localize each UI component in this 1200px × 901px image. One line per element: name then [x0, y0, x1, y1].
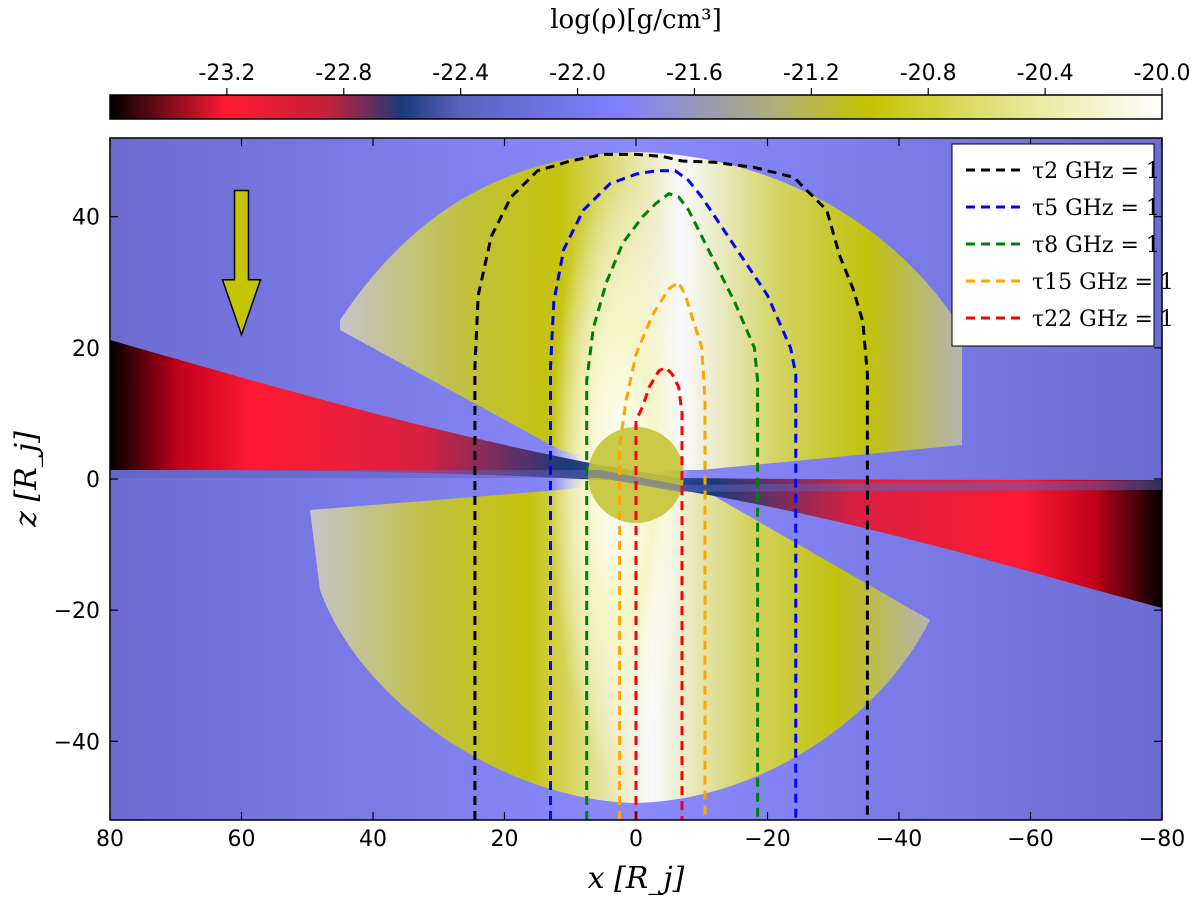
x-tick-label: 20: [491, 827, 519, 852]
contour-1: [549, 169, 798, 820]
y-tick-label: 20: [72, 337, 100, 362]
contour-3: [618, 280, 707, 820]
x-tick-label: 0: [629, 827, 643, 852]
contour-0: [473, 152, 869, 820]
colorbar-tick-label: -20.8: [900, 61, 957, 86]
legend-label: τ8 GHz = 1: [1032, 233, 1160, 258]
colorbar: log(ρ)[g/cm³] -23.2 -22.8 -22.4 -22.0 -21.6-…: [109, 5, 1190, 120]
colorbar-ticks: -23.2 -22.8 -22.4 -22.0 -21.6 -21.2 -20.8 -20.4…: [198, 61, 1190, 95]
legend-label: τ15 GHz = 1: [1032, 270, 1174, 295]
colorbar-tick-label: -22.4: [432, 61, 489, 86]
x-tick-label: 40: [359, 827, 387, 852]
colorbar-tick-label: -21.2: [783, 61, 840, 86]
y-tick-label: −20: [54, 599, 100, 624]
y-axis-ticks: 40 20 0 −20 −40: [54, 206, 1162, 755]
tau-contours: [473, 152, 869, 820]
colorbar-tick-label: -20.0: [1134, 61, 1191, 86]
x-tick-label: −20: [744, 827, 790, 852]
x-axis-ticks: 80 60 40 20 0 −20 −40 −60 −80: [96, 138, 1185, 852]
legend: τ2 GHz = 1 τ5 GHz = 1 τ8 GHz = 1 τ15 GHz = …: [951, 143, 1174, 347]
colorbar-label: log(ρ)[g/cm³]: [550, 5, 722, 35]
arrow-annotation: [221, 189, 262, 338]
x-tick-label: −80: [1139, 827, 1185, 852]
x-tick-label: −40: [876, 827, 922, 852]
colorbar-tick-label: -23.2: [198, 61, 255, 86]
colorbar-gradient: [109, 94, 1163, 120]
x-axis-label: x [R_j]: [588, 861, 685, 896]
colorbar-tick-label: -21.6: [666, 61, 723, 86]
legend-label: τ22 GHz = 1: [1032, 307, 1174, 332]
x-tick-label: 80: [96, 827, 124, 852]
y-tick-label: −40: [54, 730, 100, 755]
contour-4: [634, 365, 684, 820]
y-tick-label: 0: [86, 468, 100, 493]
contour-2: [585, 192, 760, 820]
disc-left: [110, 340, 680, 480]
x-tick-label: 60: [228, 827, 256, 852]
colorbar-tick-label: -20.4: [1017, 61, 1074, 86]
x-tick-label: −60: [1007, 827, 1053, 852]
y-axis-label: z [R_j]: [9, 431, 44, 528]
legend-label: τ2 GHz = 1: [1032, 159, 1160, 184]
colorbar-tick-label: -22.8: [315, 61, 372, 86]
colorbar-tick-label: -22.0: [549, 61, 606, 86]
y-tick-label: 40: [72, 206, 100, 231]
disc-right: [600, 478, 1162, 608]
legend-label: τ5 GHz = 1: [1032, 196, 1160, 221]
